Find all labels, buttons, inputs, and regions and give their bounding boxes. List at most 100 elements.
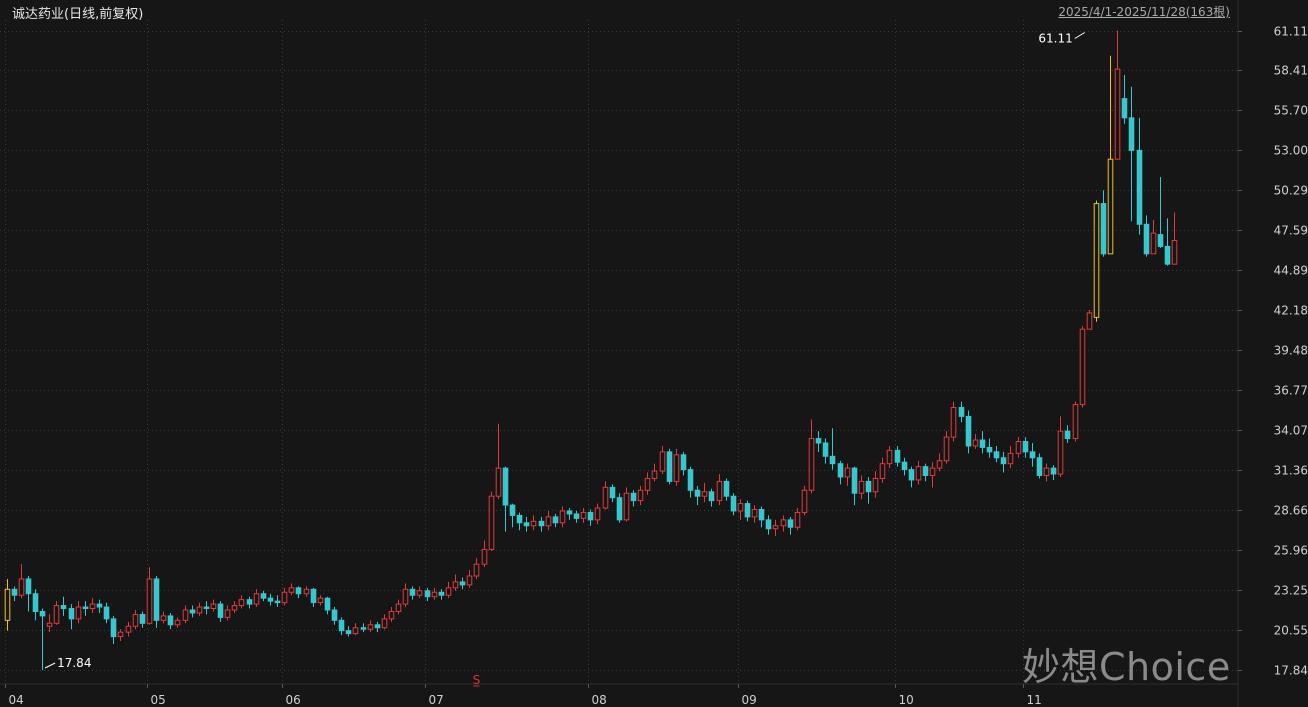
candle-body — [630, 492, 637, 502]
candle-body — [310, 588, 317, 604]
signal-marker: S — [473, 673, 481, 687]
y-tick-label: 55.70 — [1274, 104, 1308, 118]
candle-body — [744, 503, 751, 518]
candle-body — [68, 608, 75, 620]
candle-body — [901, 461, 908, 471]
candle-body — [758, 508, 765, 521]
y-tick-label: 42.18 — [1274, 304, 1308, 318]
candle-body — [943, 436, 950, 462]
candle-body — [1100, 203, 1107, 255]
candle-body — [139, 613, 146, 624]
candle-body — [829, 455, 836, 465]
chart-title: 诚达药业(日线,前复权) — [12, 7, 144, 22]
candle-body — [146, 578, 153, 624]
candle-body — [360, 627, 367, 630]
candle-body — [167, 615, 174, 626]
candle-body — [701, 491, 708, 497]
y-tick-label: 17.84 — [1274, 664, 1308, 678]
candle-body — [737, 503, 744, 512]
choice-watermark: 妙想Choice — [1022, 645, 1231, 689]
candle-body — [331, 609, 338, 621]
candle-body — [224, 609, 231, 618]
candle-body — [545, 516, 552, 527]
candle-body — [523, 522, 530, 527]
y-tick-label: 25.96 — [1274, 544, 1308, 558]
annotation-layer: 61.11 17.84 S — [44, 32, 1085, 687]
y-tick-label: 50.29 — [1274, 184, 1308, 198]
y-tick-label: 28.66 — [1274, 504, 1308, 518]
candle-body — [132, 613, 139, 627]
candle-body — [1164, 245, 1171, 265]
candle-body — [1136, 149, 1143, 225]
candle-body — [908, 469, 915, 481]
candle-body — [82, 606, 89, 610]
x-tick-label: 09 — [742, 693, 757, 707]
candle-body — [345, 630, 352, 635]
y-tick-label: 31.36 — [1274, 464, 1308, 478]
candle-body — [616, 497, 623, 521]
candle-body — [580, 511, 587, 519]
grid-layer — [0, 20, 1238, 684]
candle-body — [772, 525, 779, 530]
x-tick-label: 05 — [151, 693, 166, 707]
x-tick-label: 11 — [1027, 693, 1042, 707]
x-tick-label: 06 — [286, 693, 301, 707]
candle-body — [872, 477, 879, 493]
candle-body — [352, 627, 359, 635]
candle-body — [651, 470, 658, 479]
candle-body — [238, 599, 245, 607]
candle-body — [787, 519, 794, 528]
candle-body — [416, 590, 423, 596]
candle-body — [1121, 98, 1128, 119]
candle-body — [402, 588, 409, 605]
candle-body — [587, 511, 594, 521]
candle-body — [267, 597, 274, 602]
candle-body — [174, 619, 181, 626]
y-tick-label: 61.11 — [1274, 25, 1308, 39]
candle-body — [801, 489, 808, 513]
candle-body — [822, 442, 829, 457]
x-tick-label: 04 — [9, 693, 24, 707]
low-label: 17.84 — [57, 656, 91, 670]
candle-body — [730, 495, 737, 512]
candle-body — [979, 439, 986, 448]
candle-body — [1043, 467, 1050, 477]
candle-body — [288, 587, 295, 593]
y-tick-label: 44.89 — [1274, 264, 1308, 278]
candle-body — [566, 510, 573, 515]
candle-body — [103, 606, 110, 620]
candle-body — [1015, 441, 1022, 454]
candle-body — [1107, 158, 1114, 255]
date-range-link[interactable]: 2025/4/1-2025/11/28(163根) — [1058, 5, 1230, 19]
candle-body — [1079, 328, 1086, 406]
candle-body — [986, 446, 993, 453]
candle-body — [972, 439, 979, 447]
candle-body — [96, 603, 103, 608]
candle-body — [673, 454, 680, 482]
candle-body — [1171, 240, 1178, 265]
candle-body — [374, 624, 381, 629]
candle-body — [117, 631, 124, 638]
candle-body — [488, 495, 495, 550]
candle-body — [1050, 467, 1057, 475]
candle-body — [210, 603, 217, 610]
candle-body — [217, 603, 224, 618]
candle-body — [993, 451, 1000, 459]
candle-body — [1022, 441, 1029, 453]
candle-body — [388, 610, 395, 620]
candle-body — [295, 587, 302, 595]
candle-body — [894, 449, 901, 463]
candle-body — [395, 603, 402, 612]
candle-body — [837, 463, 844, 478]
low-pointer — [44, 662, 56, 669]
candle-body — [965, 415, 972, 447]
candle-body — [1064, 430, 1071, 440]
candle-body — [936, 460, 943, 469]
candle-body — [324, 597, 331, 611]
candle-body — [858, 480, 865, 494]
candle-body — [53, 605, 60, 624]
x-tick-label: 08 — [592, 693, 607, 707]
candle-body — [538, 520, 545, 527]
x-tick-label: 07 — [429, 693, 444, 707]
candle-body — [75, 606, 82, 620]
